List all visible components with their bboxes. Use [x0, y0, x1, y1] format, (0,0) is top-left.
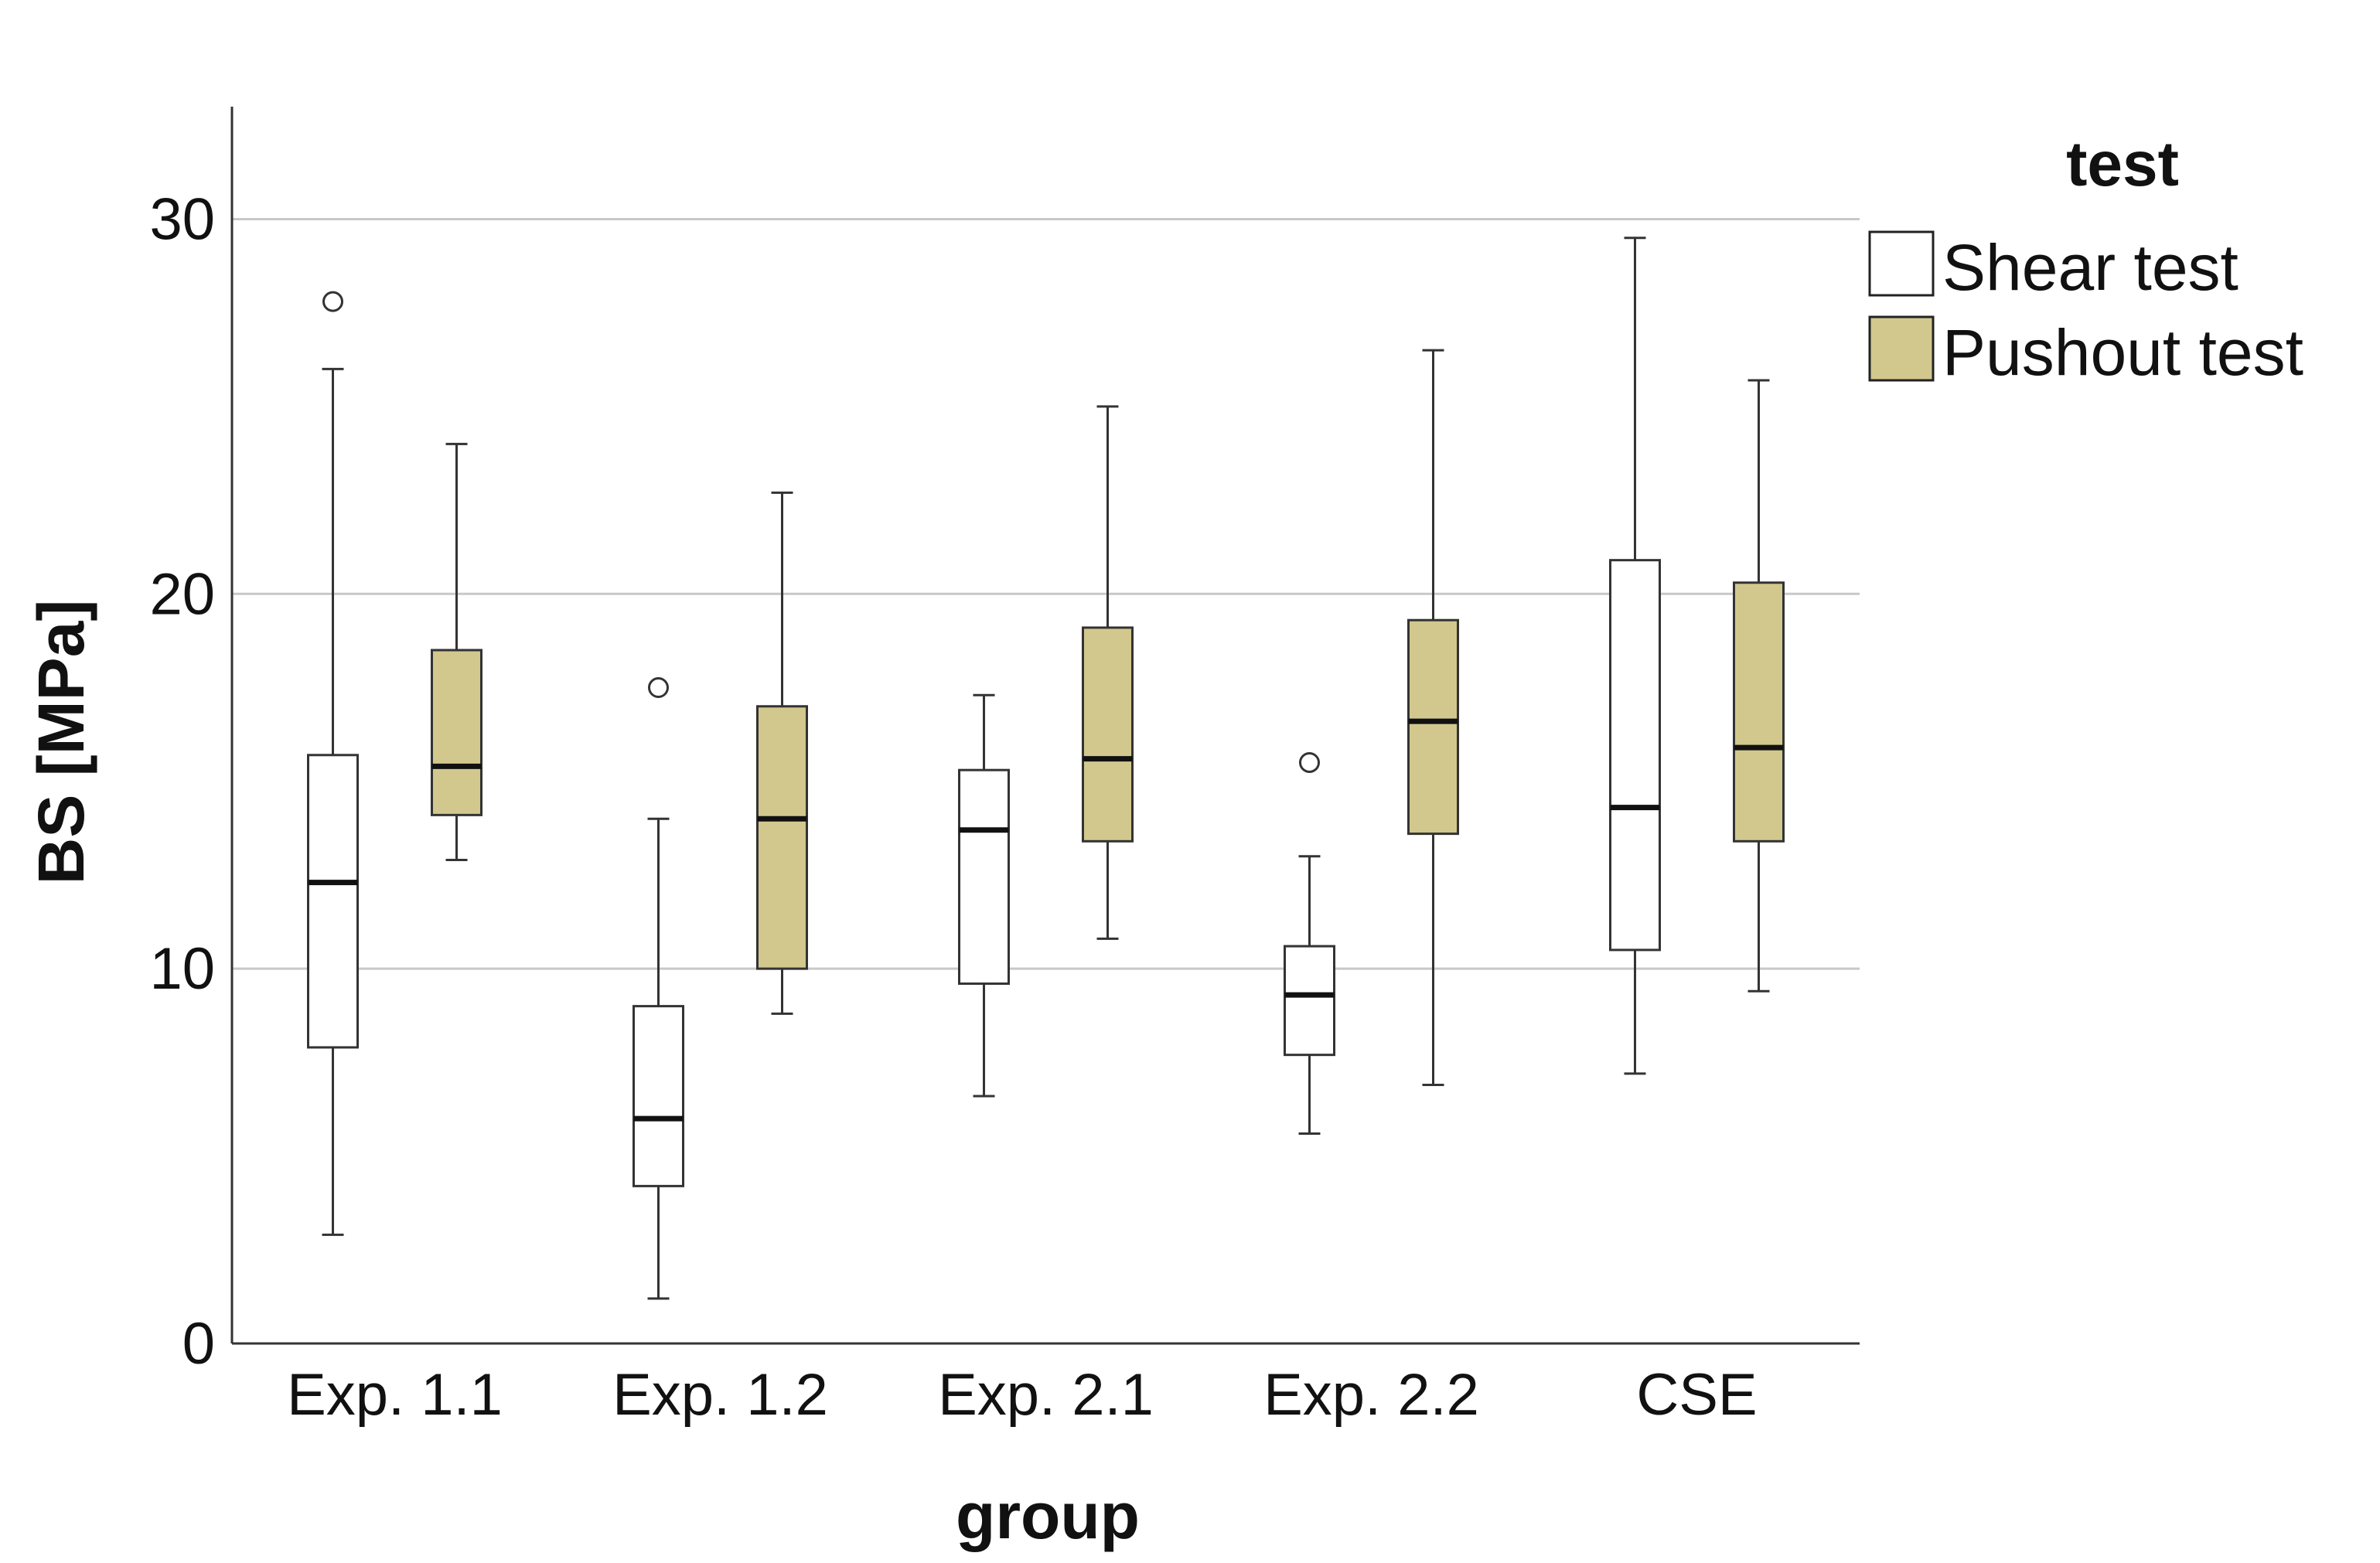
box-iqr — [1407, 618, 1459, 836]
box-iqr — [307, 754, 359, 1049]
box-shear-1 — [307, 291, 359, 1236]
plot-area — [307, 237, 1785, 1300]
y-tick-label-20: 20 — [149, 561, 215, 627]
box-iqr — [1733, 581, 1785, 843]
box-iqr — [756, 705, 808, 970]
box-iqr — [1609, 559, 1661, 952]
axes: 0 10 20 30 Exp. 1.1 Exp. 1.2 Exp. 2.1 Exp. 2.2 C… — [149, 107, 1860, 1428]
x-tick-label-4: Exp. 2.2 — [1263, 1362, 1479, 1428]
box-pushout-4 — [1407, 349, 1459, 1086]
y-tick-label-30: 30 — [149, 186, 215, 252]
outlier-point — [322, 291, 343, 312]
x-axis-title: group — [956, 1480, 1140, 1552]
y-axis-title: BS [MPa] — [25, 600, 97, 885]
box-iqr — [633, 1005, 684, 1187]
legend-swatch-shear — [1868, 230, 1935, 297]
box-pushout-5 — [1733, 379, 1785, 993]
box-pushout-1 — [431, 442, 482, 862]
y-tick-label-10: 10 — [149, 936, 215, 1002]
legend: test Shear test Pushout test — [1868, 129, 2303, 389]
legend-swatch-pushout — [1868, 315, 1935, 382]
legend-label-shear: Shear test — [1942, 231, 2238, 304]
legend-label-pushout: Pushout test — [1942, 316, 2303, 389]
box-shear-3 — [958, 693, 1010, 1098]
box-pushout-2 — [756, 491, 808, 1015]
box-iqr — [1284, 945, 1335, 1057]
box-iqr — [958, 768, 1010, 986]
legend-title: test — [2066, 129, 2179, 199]
y-tick-label-0: 0 — [182, 1311, 215, 1377]
box-iqr — [1082, 626, 1134, 843]
box-shear-5 — [1609, 237, 1661, 1075]
x-tick-label-5: CSE — [1636, 1362, 1757, 1428]
outlier-point — [1299, 751, 1320, 773]
box-iqr — [431, 649, 482, 816]
box-shear-2 — [633, 677, 684, 1300]
x-tick-label-3: Exp. 2.1 — [938, 1362, 1154, 1428]
outlier-point — [648, 677, 669, 699]
x-tick-label-1: Exp. 1.1 — [287, 1362, 503, 1428]
box-pushout-3 — [1082, 405, 1134, 940]
box-shear-4 — [1284, 751, 1335, 1135]
gridlines — [232, 217, 1860, 970]
x-tick-label-2: Exp. 1.2 — [612, 1362, 828, 1428]
